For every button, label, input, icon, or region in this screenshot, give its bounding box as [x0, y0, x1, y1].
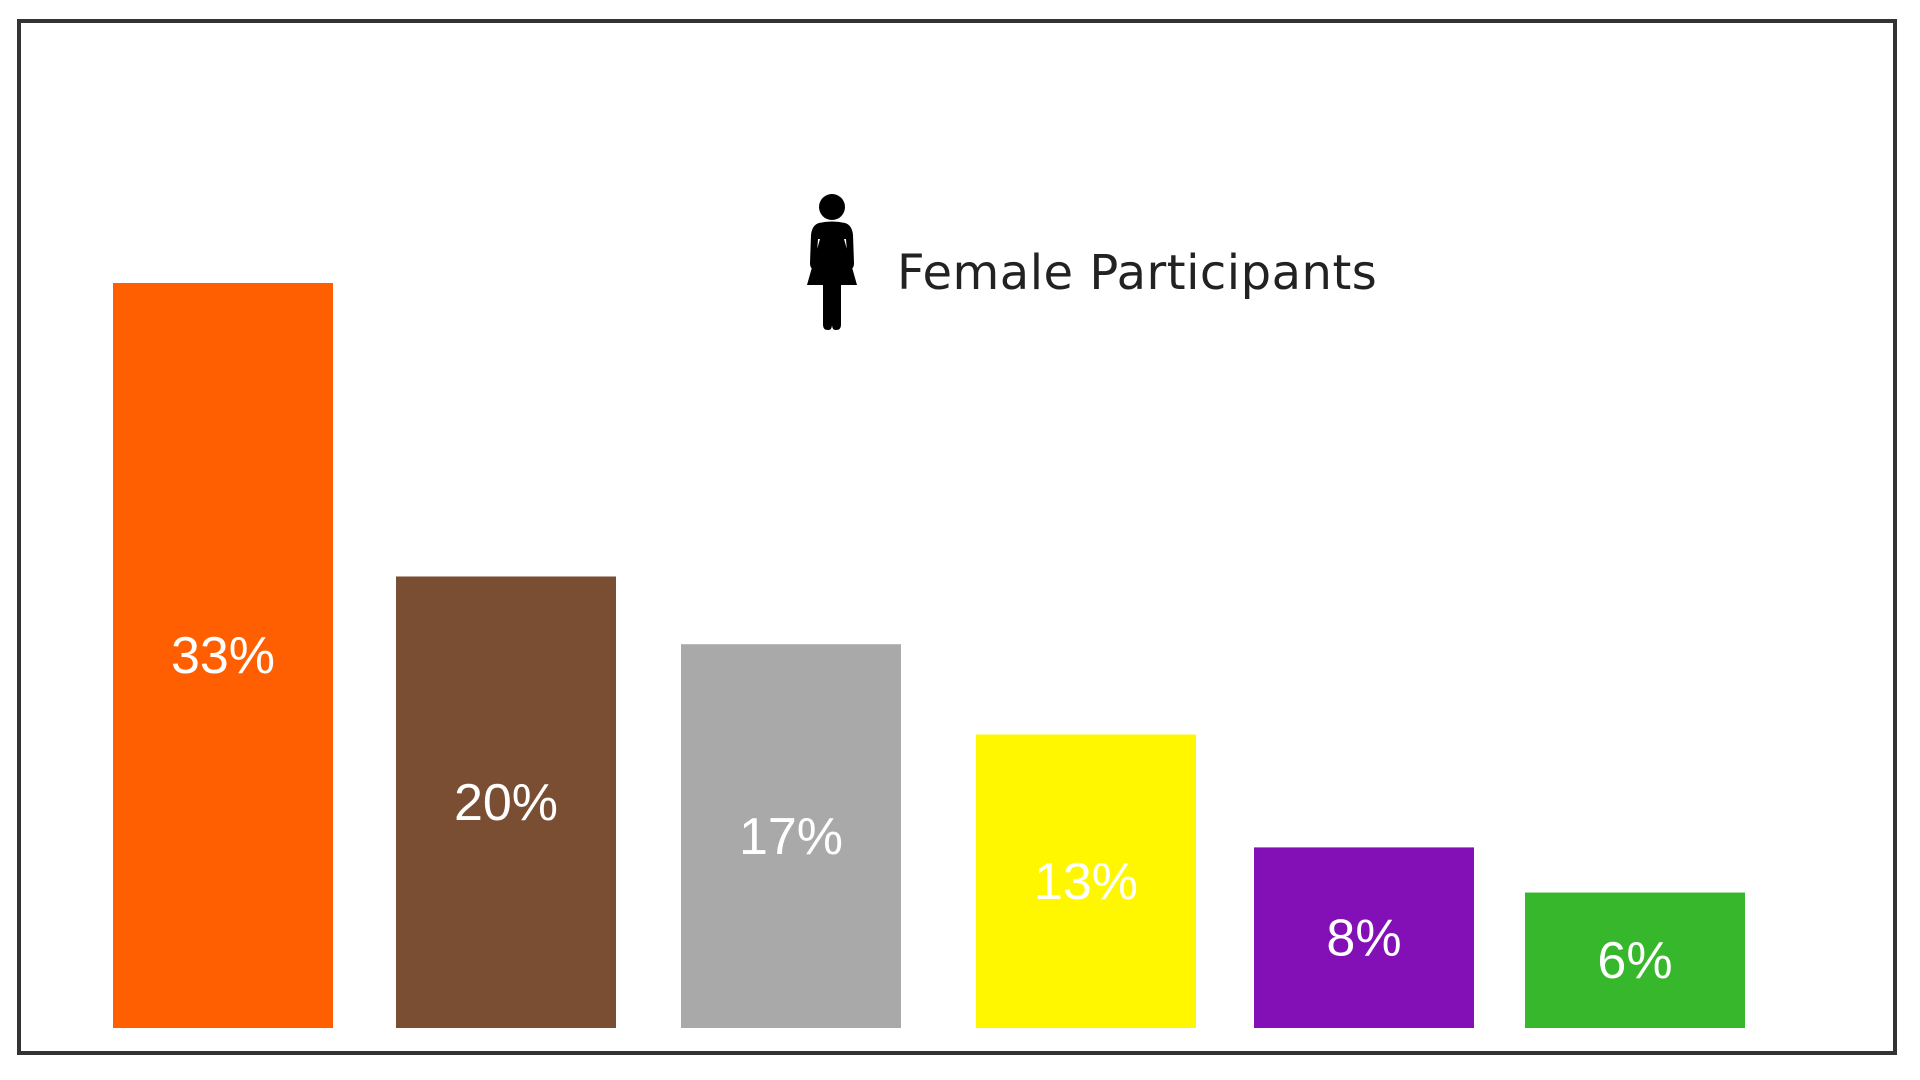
bar-value-label-1: 33% — [171, 627, 275, 685]
bar-6 — [1525, 892, 1745, 1028]
bar-5 — [1254, 847, 1474, 1028]
bar-1 — [113, 283, 333, 1028]
bar-4 — [976, 734, 1196, 1028]
bar-3 — [681, 644, 901, 1028]
bar-value-label-3: 17% — [739, 808, 843, 866]
legend: Female Participants — [797, 193, 1377, 333]
legend-label: Female Participants — [897, 245, 1378, 301]
bar-2 — [396, 576, 616, 1028]
bar-value-label-4: 13% — [1034, 853, 1138, 911]
bar-value-label-2: 20% — [454, 774, 558, 832]
female-person-icon — [807, 194, 857, 330]
bar-value-label-5: 8% — [1326, 909, 1401, 967]
bar-value-label-6: 6% — [1597, 932, 1672, 990]
